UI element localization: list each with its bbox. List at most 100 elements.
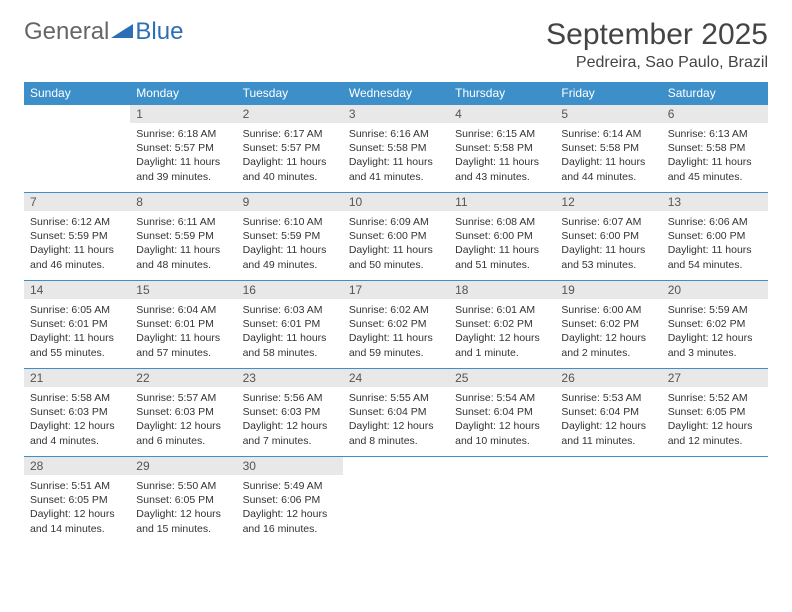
day-number: 30 <box>237 457 343 475</box>
sunrise-text: Sunrise: 5:51 AM <box>30 479 124 493</box>
day-number: 5 <box>555 105 661 123</box>
day-number: 2 <box>237 105 343 123</box>
weekday-header: Saturday <box>662 82 768 105</box>
day-cell: 26Sunrise: 5:53 AMSunset: 6:04 PMDayligh… <box>555 369 661 457</box>
sunset-text: Sunset: 6:05 PM <box>136 493 230 507</box>
day-cell: 15Sunrise: 6:04 AMSunset: 6:01 PMDayligh… <box>130 281 236 369</box>
sunset-text: Sunset: 6:02 PM <box>349 317 443 331</box>
sunset-text: Sunset: 6:04 PM <box>561 405 655 419</box>
day-cell: 4Sunrise: 6:15 AMSunset: 5:58 PMDaylight… <box>449 105 555 193</box>
daylight-text: Daylight: 11 hours and 48 minutes. <box>136 243 230 271</box>
day-body: Sunrise: 6:14 AMSunset: 5:58 PMDaylight:… <box>555 123 661 188</box>
calendar-row: 1Sunrise: 6:18 AMSunset: 5:57 PMDaylight… <box>24 105 768 193</box>
sunset-text: Sunset: 6:05 PM <box>30 493 124 507</box>
daylight-text: Daylight: 11 hours and 57 minutes. <box>136 331 230 359</box>
day-cell: 20Sunrise: 5:59 AMSunset: 6:02 PMDayligh… <box>662 281 768 369</box>
day-number: 6 <box>662 105 768 123</box>
sunrise-text: Sunrise: 6:04 AM <box>136 303 230 317</box>
daylight-text: Daylight: 12 hours and 4 minutes. <box>30 419 124 447</box>
day-number: 29 <box>130 457 236 475</box>
day-number: 15 <box>130 281 236 299</box>
day-cell: 10Sunrise: 6:09 AMSunset: 6:00 PMDayligh… <box>343 193 449 281</box>
sunrise-text: Sunrise: 6:11 AM <box>136 215 230 229</box>
daylight-text: Daylight: 12 hours and 16 minutes. <box>243 507 337 535</box>
day-number: 10 <box>343 193 449 211</box>
sunset-text: Sunset: 6:00 PM <box>668 229 762 243</box>
logo-triangle-icon <box>111 20 133 44</box>
day-body: Sunrise: 6:00 AMSunset: 6:02 PMDaylight:… <box>555 299 661 364</box>
sunrise-text: Sunrise: 5:50 AM <box>136 479 230 493</box>
day-cell: 11Sunrise: 6:08 AMSunset: 6:00 PMDayligh… <box>449 193 555 281</box>
empty-cell <box>555 457 661 545</box>
day-body: Sunrise: 6:15 AMSunset: 5:58 PMDaylight:… <box>449 123 555 188</box>
day-body: Sunrise: 6:01 AMSunset: 6:02 PMDaylight:… <box>449 299 555 364</box>
day-number: 13 <box>662 193 768 211</box>
day-body: Sunrise: 5:54 AMSunset: 6:04 PMDaylight:… <box>449 387 555 452</box>
day-body: Sunrise: 6:07 AMSunset: 6:00 PMDaylight:… <box>555 211 661 276</box>
day-number: 26 <box>555 369 661 387</box>
sunset-text: Sunset: 6:01 PM <box>243 317 337 331</box>
sunset-text: Sunset: 5:57 PM <box>243 141 337 155</box>
title-month: September 2025 <box>546 18 768 52</box>
day-cell: 8Sunrise: 6:11 AMSunset: 5:59 PMDaylight… <box>130 193 236 281</box>
daylight-text: Daylight: 11 hours and 50 minutes. <box>349 243 443 271</box>
sunset-text: Sunset: 6:00 PM <box>561 229 655 243</box>
sunset-text: Sunset: 6:01 PM <box>136 317 230 331</box>
daylight-text: Daylight: 12 hours and 8 minutes. <box>349 419 443 447</box>
weekday-header: Friday <box>555 82 661 105</box>
day-cell: 30Sunrise: 5:49 AMSunset: 6:06 PMDayligh… <box>237 457 343 545</box>
sunrise-text: Sunrise: 6:14 AM <box>561 127 655 141</box>
sunrise-text: Sunrise: 6:00 AM <box>561 303 655 317</box>
sunrise-text: Sunrise: 5:57 AM <box>136 391 230 405</box>
day-cell: 18Sunrise: 6:01 AMSunset: 6:02 PMDayligh… <box>449 281 555 369</box>
sunset-text: Sunset: 5:59 PM <box>136 229 230 243</box>
day-cell: 16Sunrise: 6:03 AMSunset: 6:01 PMDayligh… <box>237 281 343 369</box>
logo-text-blue: Blue <box>135 18 183 46</box>
day-number: 14 <box>24 281 130 299</box>
day-body: Sunrise: 5:57 AMSunset: 6:03 PMDaylight:… <box>130 387 236 452</box>
day-body: Sunrise: 5:49 AMSunset: 6:06 PMDaylight:… <box>237 475 343 540</box>
sunset-text: Sunset: 6:03 PM <box>243 405 337 419</box>
daylight-text: Daylight: 12 hours and 10 minutes. <box>455 419 549 447</box>
day-body: Sunrise: 6:11 AMSunset: 5:59 PMDaylight:… <box>130 211 236 276</box>
sunrise-text: Sunrise: 6:01 AM <box>455 303 549 317</box>
day-number: 22 <box>130 369 236 387</box>
daylight-text: Daylight: 11 hours and 51 minutes. <box>455 243 549 271</box>
sunset-text: Sunset: 6:04 PM <box>455 405 549 419</box>
sunset-text: Sunset: 6:05 PM <box>668 405 762 419</box>
day-body: Sunrise: 6:08 AMSunset: 6:00 PMDaylight:… <box>449 211 555 276</box>
sunset-text: Sunset: 5:58 PM <box>668 141 762 155</box>
daylight-text: Daylight: 12 hours and 7 minutes. <box>243 419 337 447</box>
day-body: Sunrise: 6:09 AMSunset: 6:00 PMDaylight:… <box>343 211 449 276</box>
day-cell: 6Sunrise: 6:13 AMSunset: 5:58 PMDaylight… <box>662 105 768 193</box>
daylight-text: Daylight: 11 hours and 44 minutes. <box>561 155 655 183</box>
sunset-text: Sunset: 5:59 PM <box>30 229 124 243</box>
sunset-text: Sunset: 6:03 PM <box>30 405 124 419</box>
day-number: 16 <box>237 281 343 299</box>
sunrise-text: Sunrise: 5:53 AM <box>561 391 655 405</box>
day-body: Sunrise: 6:18 AMSunset: 5:57 PMDaylight:… <box>130 123 236 188</box>
day-cell: 13Sunrise: 6:06 AMSunset: 6:00 PMDayligh… <box>662 193 768 281</box>
day-body: Sunrise: 6:04 AMSunset: 6:01 PMDaylight:… <box>130 299 236 364</box>
title-block: September 2025 Pedreira, Sao Paulo, Braz… <box>546 18 768 72</box>
sunrise-text: Sunrise: 6:02 AM <box>349 303 443 317</box>
day-cell: 5Sunrise: 6:14 AMSunset: 5:58 PMDaylight… <box>555 105 661 193</box>
daylight-text: Daylight: 12 hours and 11 minutes. <box>561 419 655 447</box>
day-number: 7 <box>24 193 130 211</box>
day-number: 23 <box>237 369 343 387</box>
daylight-text: Daylight: 11 hours and 43 minutes. <box>455 155 549 183</box>
day-body: Sunrise: 6:10 AMSunset: 5:59 PMDaylight:… <box>237 211 343 276</box>
sunrise-text: Sunrise: 5:49 AM <box>243 479 337 493</box>
sunset-text: Sunset: 5:59 PM <box>243 229 337 243</box>
day-cell: 19Sunrise: 6:00 AMSunset: 6:02 PMDayligh… <box>555 281 661 369</box>
empty-cell <box>343 457 449 545</box>
daylight-text: Daylight: 11 hours and 40 minutes. <box>243 155 337 183</box>
empty-cell <box>24 105 130 193</box>
day-number: 28 <box>24 457 130 475</box>
day-number: 21 <box>24 369 130 387</box>
daylight-text: Daylight: 11 hours and 49 minutes. <box>243 243 337 271</box>
day-number: 11 <box>449 193 555 211</box>
sunrise-text: Sunrise: 6:12 AM <box>30 215 124 229</box>
day-body: Sunrise: 5:53 AMSunset: 6:04 PMDaylight:… <box>555 387 661 452</box>
sunset-text: Sunset: 6:00 PM <box>455 229 549 243</box>
